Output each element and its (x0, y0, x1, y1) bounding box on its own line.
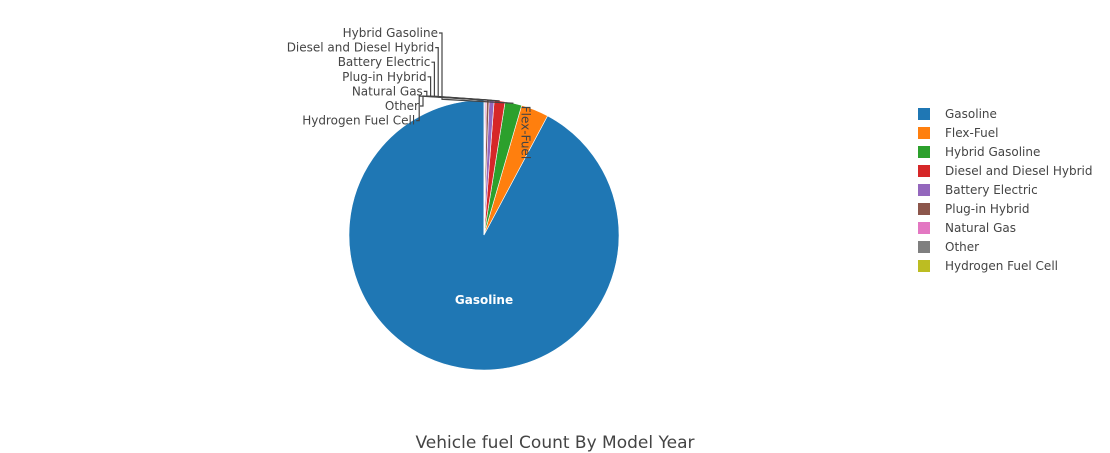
legend-item-natural-gas[interactable]: Natural Gas (918, 218, 1093, 237)
legend-label: Natural Gas (945, 221, 1016, 235)
slice-label-natural-gas: Natural Gas (352, 84, 423, 98)
slice-label-hydrogen-fuel-cell: Hydrogen Fuel Cell (302, 114, 415, 128)
legend-swatch (918, 203, 930, 215)
legend-item-hydrogen-fuel-cell[interactable]: Hydrogen Fuel Cell (918, 256, 1093, 275)
legend-item-flex-fuel[interactable]: Flex-Fuel (918, 123, 1093, 142)
legend-swatch (918, 260, 930, 272)
slice-label-gasoline: Gasoline (455, 293, 513, 307)
legend-item-plug-in-hybrid[interactable]: Plug-in Hybrid (918, 199, 1093, 218)
slice-label-diesel-and-diesel-hybrid: Diesel and Diesel Hybrid (287, 41, 435, 55)
legend-swatch (918, 222, 930, 234)
legend-swatch (918, 108, 930, 120)
legend-label: Gasoline (945, 107, 997, 121)
legend-swatch (918, 146, 930, 158)
slice-label-plug-in-hybrid: Plug-in Hybrid (342, 70, 427, 84)
slice-label-hybrid-gasoline: Hybrid Gasoline (343, 26, 438, 40)
legend-label: Diesel and Diesel Hybrid (945, 164, 1093, 178)
leader-line-diesel-and-diesel-hybrid (435, 48, 499, 101)
leader-line-hybrid-gasoline (439, 33, 513, 103)
leader-line-battery-electric (431, 62, 491, 100)
legend-swatch (918, 165, 930, 177)
legend-item-diesel-and-diesel-hybrid[interactable]: Diesel and Diesel Hybrid (918, 161, 1093, 180)
slice-label-other: Other (385, 99, 419, 113)
legend-label: Hybrid Gasoline (945, 145, 1040, 159)
legend-label: Flex-Fuel (945, 126, 998, 140)
legend-swatch (918, 127, 930, 139)
legend-item-other[interactable]: Other (918, 237, 1093, 256)
slice-label-flex-fuel: Flex-Fuel (519, 106, 533, 159)
legend-item-hybrid-gasoline[interactable]: Hybrid Gasoline (918, 142, 1093, 161)
legend-swatch (918, 241, 930, 253)
slice-label-battery-electric: Battery Electric (338, 55, 431, 69)
legend-item-gasoline[interactable]: Gasoline (918, 104, 1093, 123)
legend-swatch (918, 184, 930, 196)
legend-label: Plug-in Hybrid (945, 202, 1030, 216)
legend-label: Other (945, 240, 979, 254)
legend: Gasoline Flex-Fuel Hybrid Gasoline Diesel a… (918, 104, 1093, 275)
legend-label: Hydrogen Fuel Cell (945, 259, 1058, 273)
chart-title: Vehicle fuel Count By Model Year (0, 433, 1110, 453)
legend-label: Battery Electric (945, 183, 1038, 197)
legend-item-battery-electric[interactable]: Battery Electric (918, 180, 1093, 199)
